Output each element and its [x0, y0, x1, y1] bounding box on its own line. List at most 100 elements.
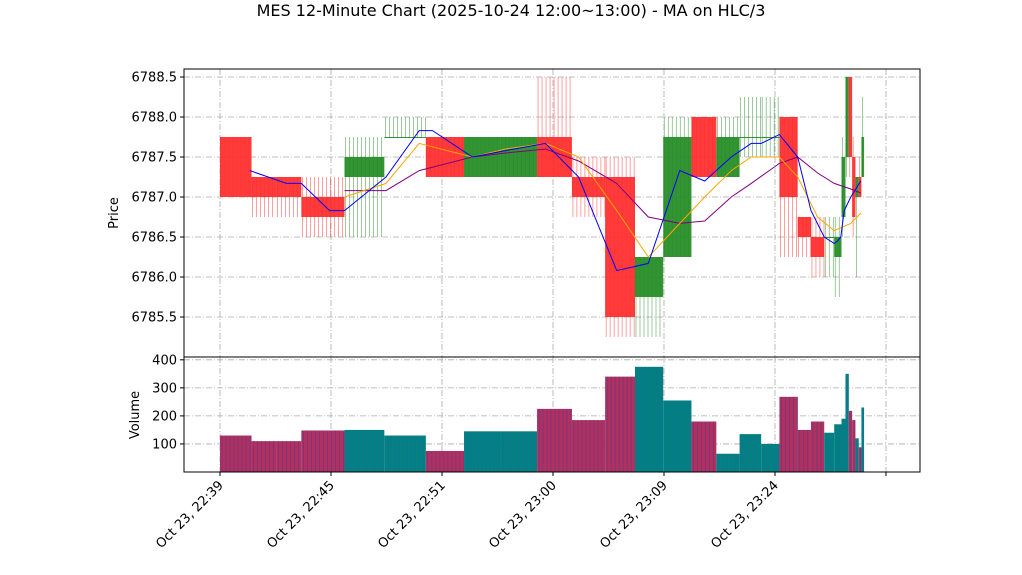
candle-body	[276, 177, 302, 197]
volume-bar-24	[845, 373, 849, 472]
volume-bar-14	[691, 421, 717, 472]
volume-bar-8	[500, 431, 538, 472]
volume-bar-26	[852, 420, 856, 472]
x-axis: Oct 23, 22:39 Oct 23, 22:45 Oct 23, 22:51 O…	[153, 472, 887, 552]
volume-bar-11	[605, 376, 635, 472]
volume-bar-27	[855, 438, 859, 472]
volume-bar-fill	[761, 443, 780, 472]
price-ytick-label: 6788.5	[132, 71, 178, 86]
price-ytick-label: 6788.0	[132, 111, 178, 126]
candle-body	[384, 137, 426, 138]
volume-bar-13	[663, 400, 692, 472]
volume-bar-fill	[858, 447, 862, 472]
candle-24	[845, 77, 849, 177]
candle-5	[384, 117, 426, 138]
x-tick-label: Oct 23, 22:45	[264, 478, 337, 551]
volume-bar-20	[810, 421, 825, 472]
candle-body	[797, 217, 811, 237]
candle-17	[761, 97, 780, 157]
volume-bar-10	[571, 420, 606, 472]
volume-bar-fill	[384, 435, 426, 472]
candle-0	[220, 137, 252, 197]
volume-bar-fill	[861, 407, 865, 472]
candle-11	[605, 157, 635, 337]
candle-body	[605, 177, 635, 317]
x-tick-label: Oct 23, 23:24	[708, 478, 781, 551]
volume-bar-fill	[220, 435, 252, 472]
volume-bar-fill	[716, 453, 740, 472]
candle-16	[739, 97, 762, 157]
price-ytick-label: 6787.5	[132, 151, 178, 166]
volume-ytick-label: 300	[152, 381, 177, 396]
volume-axis-label: Volume	[128, 391, 143, 439]
price-ytick-label: 6786.0	[132, 271, 178, 286]
candle-9	[537, 77, 572, 177]
volume-bar-3	[301, 430, 345, 472]
candle-14	[691, 117, 717, 177]
volume-bar-fill	[834, 424, 842, 472]
candle-13	[663, 117, 692, 257]
ma-fast-line	[249, 130, 862, 272]
price-panel-frame	[183, 68, 921, 358]
volume-bar-fill	[691, 421, 717, 472]
candle-body	[663, 137, 692, 257]
candle-12	[635, 257, 664, 337]
volume-bar-fill	[571, 420, 606, 472]
volume-bar-fill	[251, 441, 277, 472]
candle-7	[464, 137, 501, 177]
volume-bar-15	[716, 453, 740, 472]
volume-bar-fill	[425, 450, 465, 472]
volume-bar-fill	[276, 441, 302, 472]
candle-body	[761, 137, 780, 138]
price-ytick-label: 6785.5	[132, 311, 178, 326]
volume-ytick-label: 400	[152, 353, 177, 368]
candle-1	[251, 177, 277, 217]
volume-bar-19	[797, 429, 811, 472]
x-tick-label: Oct 23, 23:09	[597, 478, 670, 551]
volume-bar-22	[834, 424, 842, 472]
candle-body	[251, 177, 277, 197]
x-tick-label: Oct 23, 23:00	[486, 478, 559, 551]
candle-body	[635, 257, 664, 297]
price-axis-label: Price	[107, 197, 122, 229]
candle-body	[824, 237, 835, 238]
volume-panel-frame	[183, 356, 921, 473]
volume-panel: 100 200 300 400	[152, 353, 921, 473]
volume-bar-25	[848, 410, 853, 472]
volume-bar-17	[761, 443, 780, 472]
candle-4	[344, 137, 385, 237]
volume-ytick-label: 200	[152, 409, 177, 424]
volume-bar-23	[841, 418, 846, 472]
volume-bar-5	[384, 435, 426, 472]
candle-body	[779, 117, 798, 197]
candle-body	[845, 77, 849, 157]
candle-body	[301, 197, 345, 217]
volume-bar-16	[739, 434, 762, 472]
candle-8	[500, 137, 538, 177]
price-ytick-label: 6786.5	[132, 231, 178, 246]
candle-body	[716, 137, 740, 177]
candle-body	[691, 117, 717, 177]
volume-bar-2	[276, 441, 302, 472]
volume-bar-7	[464, 431, 501, 472]
volume-bar-29	[861, 407, 865, 472]
candle-20	[810, 217, 825, 277]
volume-bar-28	[858, 447, 862, 472]
candle-body	[852, 157, 856, 217]
volume-bar-18	[779, 396, 798, 472]
candle-6	[425, 137, 465, 177]
volume-bar-fill	[344, 429, 385, 472]
price-panel: 6785.5 6786.0 6786.5 6787.0 6787.5 6788.0 6788…	[132, 68, 921, 358]
candle-18	[779, 117, 798, 257]
volume-bar-fill	[605, 376, 635, 472]
volume-bar-12	[635, 366, 664, 472]
volume-bar-6	[425, 450, 465, 472]
x-tick-label: Oct 23, 22:51	[375, 478, 448, 551]
volume-bar-21	[824, 432, 835, 472]
candle-body	[858, 177, 862, 197]
chart-title: MES 12-Minute Chart (2025-10-24 12:00~13…	[257, 1, 766, 20]
candle-29	[861, 97, 865, 177]
candle-body	[861, 137, 865, 177]
volume-bar-1	[251, 441, 277, 472]
